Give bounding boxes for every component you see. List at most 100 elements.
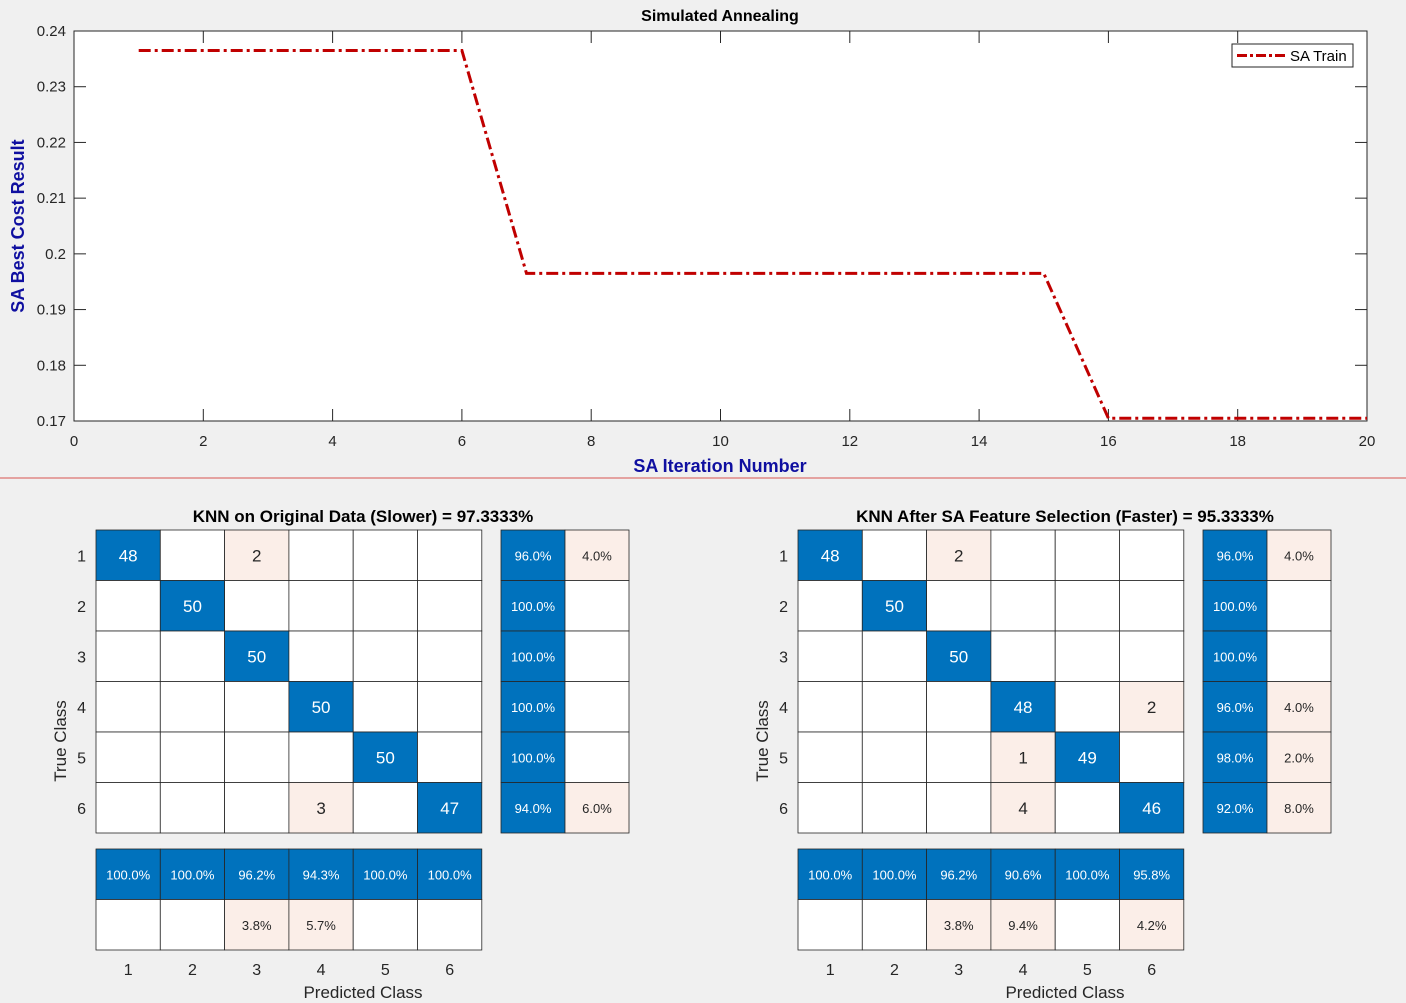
y-tick-label: 0.23 (37, 79, 66, 96)
row-summary-cell (1202, 731, 1268, 783)
matrix-cell (1054, 782, 1120, 834)
matrix-cell-value: 48 (821, 546, 840, 565)
matrix-cell-value: 2 (954, 546, 963, 565)
row-class-label: 2 (779, 599, 788, 616)
column-summary-cell (1119, 899, 1185, 951)
row-class-label: 6 (77, 801, 86, 818)
row-summary-cell (564, 529, 630, 581)
row-summary-cell (1202, 580, 1268, 632)
matrix-cell (1119, 731, 1185, 783)
column-summary-cell (797, 899, 863, 951)
row-summary-value: 96.0% (1217, 548, 1254, 563)
row-summary-value: 6.0% (582, 801, 612, 816)
y-axis-label: SA Best Cost Result (8, 139, 28, 312)
column-summary-value: 4.2% (1137, 918, 1167, 933)
column-summary-value: 90.6% (1005, 867, 1042, 882)
row-summary-cell (564, 681, 630, 733)
matrix-cell (288, 580, 354, 632)
column-class-label: 4 (317, 962, 326, 979)
matrix-cell (861, 529, 927, 581)
row-summary-value: 4.0% (1284, 700, 1314, 715)
row-class-label: 3 (779, 649, 788, 666)
column-class-label: 1 (826, 962, 835, 979)
column-summary-cell (797, 848, 863, 900)
x-tick-label: 20 (1359, 433, 1376, 450)
matrix-cell (417, 630, 483, 682)
line-chart-ticks: 0 2 4 6 8 10 12 14 16 18 20 0.17 0.18 0.19 0.2 0.21 0.22… (37, 23, 1376, 450)
matrix-cell (288, 731, 354, 783)
column-summary-cell (926, 899, 992, 951)
matrix-cell (861, 630, 927, 682)
true-class-label-sa: True Class (753, 700, 772, 782)
row-summary-value: 4.0% (1284, 548, 1314, 563)
matrix-cell (990, 782, 1056, 834)
matrix-cell (926, 731, 992, 783)
matrix-cell (417, 782, 483, 834)
matrix-cell (1119, 580, 1185, 632)
column-summary-cell (224, 899, 290, 951)
row-summary-cell (500, 782, 566, 834)
confusion-title-sa: KNN After SA Feature Selection (Faster) … (856, 507, 1274, 526)
x-axis-label: SA Iteration Number (633, 456, 806, 476)
matrix-cell-value: 48 (119, 546, 138, 565)
column-summary-cell (352, 848, 418, 900)
column-summary-value: 100.0% (363, 867, 408, 882)
row-summary-cell (1266, 630, 1332, 682)
column-class-label: 6 (1147, 962, 1156, 979)
column-summary-value: 100.0% (106, 867, 151, 882)
row-summary-value: 100.0% (511, 649, 556, 664)
plot-area (73, 30, 1368, 422)
matrix-cell (990, 681, 1056, 733)
column-summary-value: 100.0% (1065, 867, 1110, 882)
matrix-cell (990, 731, 1056, 783)
matrix-cell (797, 782, 863, 834)
row-summary-cell (564, 630, 630, 682)
legend[interactable]: SA Train (1231, 43, 1354, 68)
matrix-cell (926, 580, 992, 632)
matrix-cell-value: 3 (316, 799, 325, 818)
column-summary-value: 3.8% (242, 918, 272, 933)
matrix-cell-value: 2 (252, 546, 261, 565)
matrix-cell-value: 49 (1078, 748, 1097, 767)
column-summary-value: 3.8% (944, 918, 974, 933)
row-summary-value: 100.0% (1213, 649, 1258, 664)
column-class-label: 3 (252, 962, 261, 979)
x-tick-label: 6 (458, 433, 466, 450)
matrix-cell (1119, 529, 1185, 581)
row-summary-cell (564, 580, 630, 632)
matrix-cell (797, 529, 863, 581)
column-summary-value: 100.0% (808, 867, 853, 882)
matrix-cell (288, 630, 354, 682)
column-summary-value: 94.3% (303, 867, 340, 882)
matrix-cell (352, 731, 418, 783)
row-summary-cell (564, 782, 630, 834)
matrix-cell (861, 782, 927, 834)
matrix-cell-value: 2 (1147, 698, 1156, 717)
y-tick-label: 0.19 (37, 302, 66, 319)
legend-label: SA Train (1290, 48, 1347, 65)
row-summary-value: 96.0% (1217, 700, 1254, 715)
column-summary-cell (288, 848, 354, 900)
matrix-cell (159, 630, 226, 682)
matrix-cell (159, 681, 226, 733)
confusion-grid-original: 48 2 1 96.0% 4.0% 50 2 100.0% 50 3 100.0% 50 4 100.0%… (77, 529, 630, 979)
confusion-matrix-original: KNN on Original Data (Slower) = 97.3333%… (51, 507, 630, 1002)
column-summary-value: 100.0% (428, 867, 473, 882)
row-summary-value: 100.0% (511, 599, 556, 614)
x-tick-label: 18 (1229, 433, 1246, 450)
matrix-cell (288, 529, 354, 581)
matrix-cell (990, 580, 1056, 632)
true-class-label-original: True Class (51, 700, 70, 782)
column-class-label: 1 (124, 962, 133, 979)
row-class-label: 6 (779, 801, 788, 818)
predicted-class-label-original: Predicted Class (303, 983, 422, 1002)
row-summary-value: 92.0% (1217, 801, 1254, 816)
column-summary-cell (1054, 848, 1120, 900)
column-summary-value: 9.4% (1008, 918, 1038, 933)
matrix-cell (159, 731, 226, 783)
column-summary-cell (95, 899, 161, 951)
legend-box (1231, 43, 1354, 68)
matrix-cell (861, 731, 927, 783)
